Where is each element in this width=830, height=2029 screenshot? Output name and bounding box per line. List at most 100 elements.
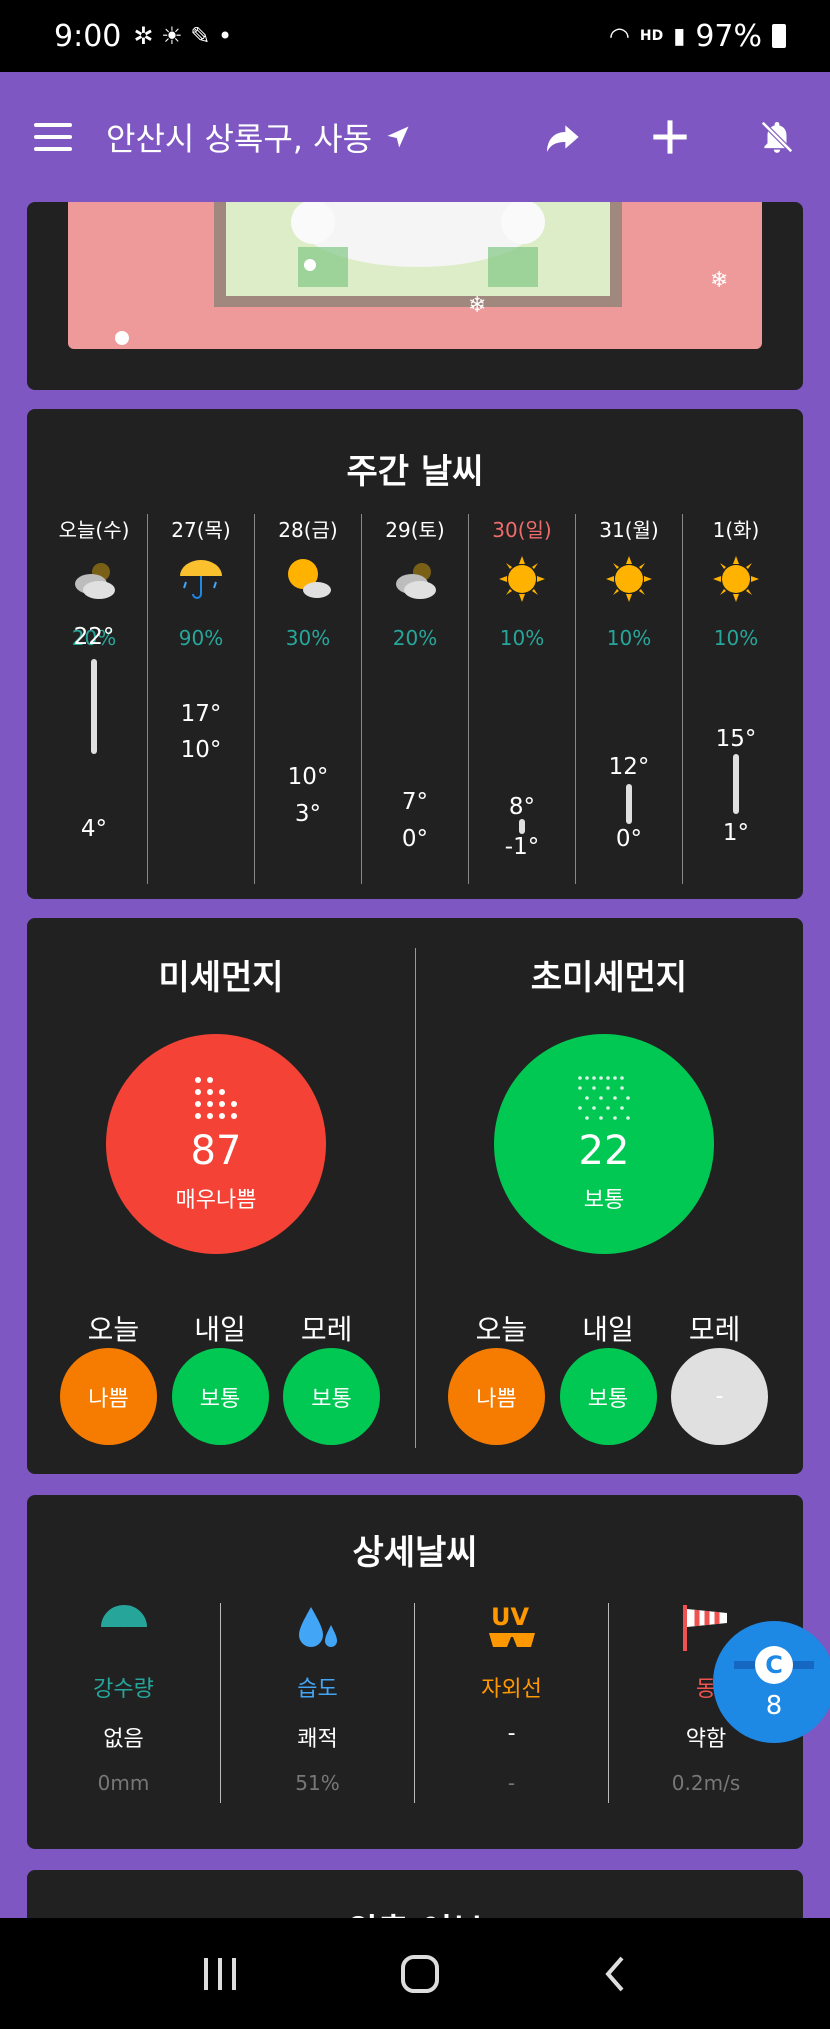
wind-value: 약함 xyxy=(685,1727,727,1752)
cloud-sun-icon xyxy=(69,554,119,604)
forecast-label-tomorrow: 내일 xyxy=(582,1313,634,1346)
pm25-forecast: 나쁨 보통 - xyxy=(448,1348,768,1445)
pm10-value: 87 xyxy=(190,1128,242,1174)
notifications-off-icon[interactable] xyxy=(758,117,796,157)
pm10-title: 미세먼지 xyxy=(158,958,284,998)
uv-value: - xyxy=(507,1721,516,1746)
precip-chance: 20% xyxy=(392,626,438,650)
pm10-gauge[interactable]: 87 매우나쁨 xyxy=(106,1034,326,1254)
day-name: 오늘(수) xyxy=(58,518,130,542)
pm25-title: 초미세먼지 xyxy=(530,958,688,998)
floating-action-button[interactable]: C 8 xyxy=(713,1621,830,1743)
precipitation-label: 강수량 xyxy=(93,1677,154,1702)
water-drops-icon xyxy=(298,1607,337,1647)
weekly-weather-card: 주간 날씨 오늘(수) 20% 22° 4° 27(목) 90% 17° 10° 28(금) 30… xyxy=(27,409,803,899)
high-temp: 15° xyxy=(715,726,757,752)
svg-text:❄: ❄ xyxy=(710,268,728,293)
forecast-label-day-after: 모레 xyxy=(688,1313,741,1346)
wind-speed: 0.2m/s xyxy=(671,1771,741,1795)
low-temp: 4° xyxy=(80,816,108,842)
uv-label: 자외선 xyxy=(481,1677,542,1702)
low-temp: 10° xyxy=(180,737,222,763)
detail-grid: 강수량 없음 0mm 습도 쾌적 51% UV 자외선 - - xyxy=(27,1603,803,1803)
high-temp: 7° xyxy=(401,789,429,815)
weekly-day[interactable]: 29(토) 20% 7° 0° xyxy=(362,514,469,884)
pm25-level: 보통 xyxy=(583,1188,625,1213)
weekly-title: 주간 날씨 xyxy=(346,452,484,492)
precip-chance: 10% xyxy=(499,626,545,650)
weekly-day[interactable]: 31(월) 10% 12° 0° xyxy=(576,514,683,884)
precip-chance: 90% xyxy=(178,626,224,650)
system-nav-bar xyxy=(0,1918,830,2029)
day-name: 31(월) xyxy=(599,518,659,542)
pm25-value: 22 xyxy=(578,1128,630,1174)
weekly-day[interactable]: 28(금) 30% 10° 3° xyxy=(255,514,362,884)
day-name: 1(화) xyxy=(712,518,760,542)
high-temp: 10° xyxy=(287,764,329,790)
precipitation-value: 없음 xyxy=(103,1727,144,1752)
weather-illustration: ❄ ❄ xyxy=(68,202,762,349)
detail-wind: 동 약함 0.2m/s xyxy=(609,1603,803,1803)
sun-cloud-icon xyxy=(283,554,333,604)
back-icon[interactable] xyxy=(600,1954,630,1994)
sun-icon xyxy=(711,554,761,604)
recent-apps-icon[interactable] xyxy=(200,1956,240,1992)
pm10-forecast-labels: 오늘 내일 모레 xyxy=(60,1308,380,1348)
location-label: 안산시 상록구, 사동 xyxy=(106,120,373,158)
precip-chance: 10% xyxy=(713,626,759,650)
precip-chance: 20% xyxy=(71,626,117,650)
high-temp: 12° xyxy=(608,754,650,780)
wind-label: 동 xyxy=(695,1677,717,1702)
pm10-forecast-day-after: 보통 xyxy=(283,1348,380,1445)
location-title[interactable]: 안산시 상록구, 사동 xyxy=(106,114,412,160)
weekly-day[interactable]: 27(목) 90% 17° 10° xyxy=(148,514,255,884)
illustration-card: ❄ ❄ xyxy=(27,202,803,390)
detail-humidity: 습도 쾌적 51% xyxy=(221,1603,416,1803)
forecast-label-day-after: 모레 xyxy=(300,1313,353,1346)
share-icon[interactable] xyxy=(542,117,582,157)
pm25-section: 초미세먼지 22 보통 오늘 내일 모레 나쁨 보통 - xyxy=(415,918,803,1473)
temp-range-bar xyxy=(626,784,632,824)
add-icon[interactable] xyxy=(650,117,690,157)
precip-chance: 30% xyxy=(285,626,331,650)
detail-weather-card: 상세날씨 강수량 없음 0mm 습도 쾌적 51% UV 자외선 xyxy=(27,1495,803,1849)
pm25-gauge[interactable]: 22 보통 xyxy=(494,1034,714,1254)
notification-icons: ✲ ☀ ✎ • xyxy=(133,22,233,50)
battery-level: 97% xyxy=(695,18,762,54)
weekly-day[interactable]: 오늘(수) 20% 22° 4° xyxy=(41,514,148,884)
low-temp: 0° xyxy=(615,826,643,852)
pm25-forecast-day-after: - xyxy=(671,1348,768,1445)
uv-index: - xyxy=(507,1771,516,1795)
menu-icon[interactable] xyxy=(34,123,72,151)
high-temp: 22° xyxy=(73,624,115,650)
weekly-day[interactable]: 1(화) 10% 15° 1° xyxy=(683,514,789,884)
home-icon[interactable] xyxy=(400,1954,440,1994)
pm10-level: 매우나쁨 xyxy=(175,1188,257,1213)
precip-chance: 10% xyxy=(606,626,652,650)
weekly-day[interactable]: 30(일) 10% 8° -1° xyxy=(469,514,576,884)
fine-dust-dots-icon xyxy=(578,1076,630,1120)
pm25-forecast-tomorrow: 보통 xyxy=(559,1348,657,1445)
app-bar: 안산시 상록구, 사동 xyxy=(0,72,830,202)
pm10-forecast: 나쁨 보통 보통 xyxy=(60,1348,380,1445)
windsock-icon xyxy=(683,1605,728,1651)
sun-icon xyxy=(497,554,547,604)
detail-title: 상세날씨 xyxy=(352,1533,478,1573)
precipitation-amount: 0mm xyxy=(97,1771,150,1795)
battery-icon xyxy=(772,24,786,48)
hd-voice-icon: HD xyxy=(639,28,664,44)
cloud-sun-icon xyxy=(390,554,440,604)
pm10-forecast-today: 나쁨 xyxy=(60,1348,157,1445)
humidity-percent: 51% xyxy=(295,1771,340,1795)
high-temp: 17° xyxy=(180,701,222,727)
detail-uv: UV 자외선 - - xyxy=(415,1603,610,1803)
low-temp: 3° xyxy=(294,801,322,827)
navigation-arrow-icon xyxy=(387,126,409,148)
high-temp: 8° xyxy=(508,794,536,820)
temp-range-bar xyxy=(91,659,97,754)
low-temp: 0° xyxy=(401,826,429,852)
day-name: 29(토) xyxy=(385,518,445,542)
weekly-grid: 오늘(수) 20% 22° 4° 27(목) 90% 17° 10° 28(금) 30% 10° 3°… xyxy=(41,514,789,884)
humidity-value: 쾌적 xyxy=(297,1727,338,1752)
svg-text:UV: UV xyxy=(491,1603,529,1631)
